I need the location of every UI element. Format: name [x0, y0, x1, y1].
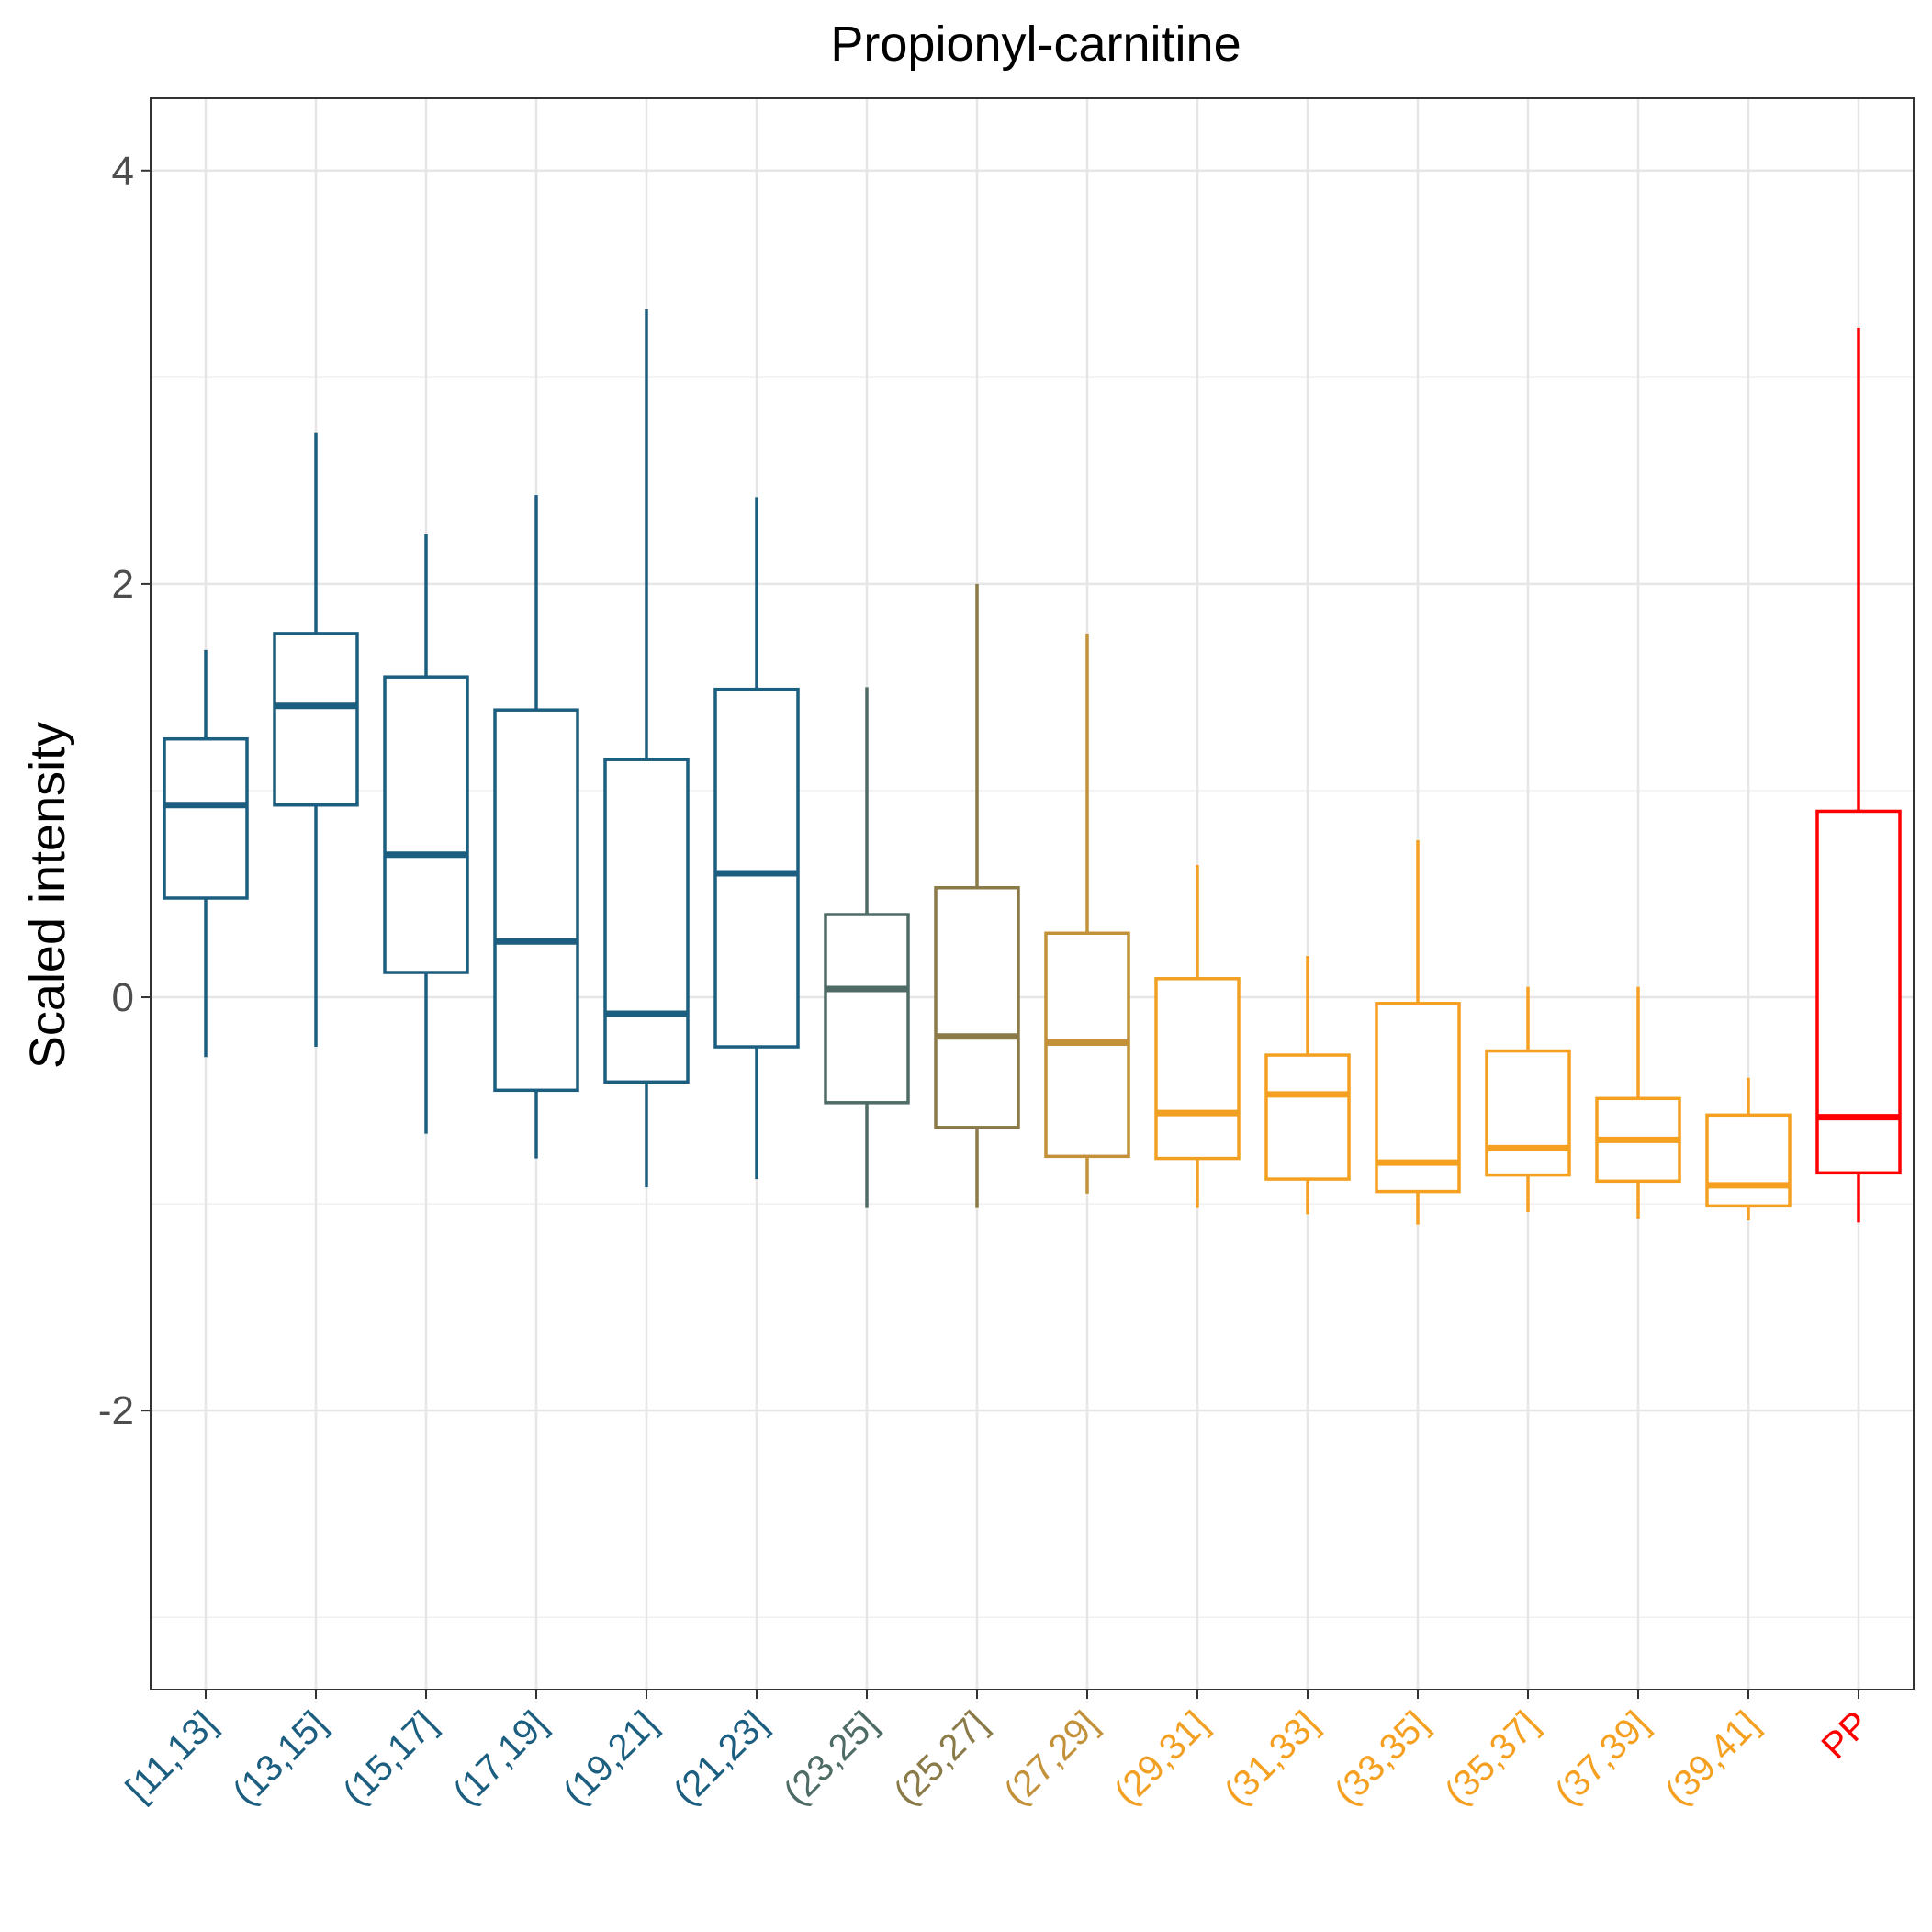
box-iqr: [383, 675, 469, 974]
box-iqr: [713, 687, 800, 1049]
box-(23,25]: [824, 687, 910, 1208]
x-tick-label: (21,23]: [666, 1703, 775, 1813]
box-(39,41]: [1705, 1077, 1792, 1221]
box-iqr: [1154, 977, 1241, 1161]
box-iqr: [163, 736, 249, 900]
box-(35,37]: [1485, 986, 1571, 1213]
box-(13,15]: [273, 432, 359, 1048]
box-(37,39]: [1595, 986, 1681, 1219]
box-(15,17]: [383, 534, 469, 1134]
chart-title: Propionyl-carnitine: [830, 17, 1241, 72]
x-tick-label: (23,25]: [776, 1703, 885, 1813]
x-tick-label: (35,37]: [1437, 1703, 1546, 1813]
box-(33,35]: [1375, 839, 1461, 1225]
plot-panel-border: [150, 97, 1915, 1690]
box-(27,29]: [1044, 633, 1130, 1194]
box-(29,31]: [1154, 864, 1241, 1208]
box-(19,21]: [603, 309, 690, 1188]
box-iqr: [1705, 1113, 1792, 1208]
box-iqr: [493, 708, 579, 1093]
boxes: [163, 309, 1902, 1225]
y-tick-label: 2: [112, 562, 134, 607]
x-tick-label: PP: [1814, 1703, 1878, 1767]
box-(21,23]: [713, 497, 800, 1180]
box-[11,13]: [163, 649, 249, 1058]
x-tick-label: [11,13]: [118, 1703, 225, 1810]
box-(31,33]: [1264, 956, 1351, 1215]
x-tick-label: (27,29]: [996, 1703, 1106, 1813]
box-iqr: [824, 913, 910, 1105]
y-tick-label: 0: [112, 975, 134, 1020]
box-PP: [1815, 327, 1902, 1223]
y-axis-label: Scaled intensity: [20, 722, 75, 1069]
box-(25,27]: [934, 583, 1020, 1208]
box-(17,19]: [493, 495, 579, 1159]
x-tick-label: (19,21]: [556, 1703, 665, 1813]
x-tick-label: (37,39]: [1547, 1703, 1657, 1813]
x-tick-label: (15,17]: [335, 1703, 444, 1813]
x-tick-label: (25,27]: [886, 1703, 995, 1813]
x-tick-label: (17,19]: [445, 1703, 555, 1813]
y-tick-label: 4: [112, 149, 134, 194]
box-iqr: [934, 885, 1020, 1129]
box-iqr: [603, 758, 690, 1084]
box-iqr: [273, 632, 359, 807]
box-iqr: [1815, 809, 1902, 1175]
x-tick-label: (29,31]: [1106, 1703, 1216, 1813]
x-tick-label: (31,33]: [1217, 1703, 1326, 1813]
y-tick-label: -2: [98, 1388, 134, 1433]
x-axis: [11,13] (13,15] (15,17] (17,19] (19,21] (21,2…: [118, 1690, 1878, 1813]
x-tick-label: (39,41]: [1657, 1703, 1767, 1813]
box-iqr: [1264, 1053, 1351, 1181]
y-axis: 4 2 0 -2: [98, 149, 151, 1433]
x-tick-label: (33,35]: [1327, 1703, 1436, 1813]
box-iqr: [1485, 1049, 1571, 1177]
x-tick-label: (13,15]: [225, 1703, 334, 1813]
